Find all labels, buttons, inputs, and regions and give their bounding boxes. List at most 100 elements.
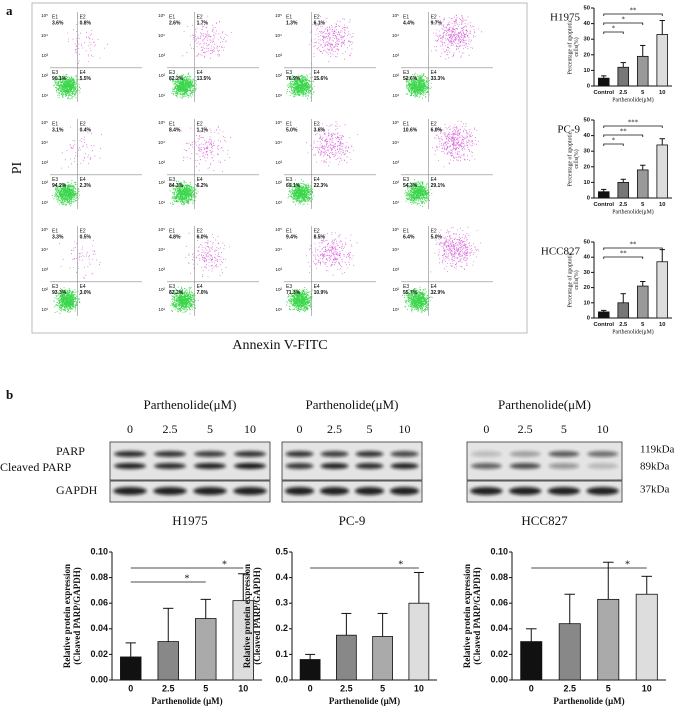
flow-tick-label: 10² xyxy=(275,287,282,292)
flow-tick-label: 10¹ xyxy=(392,93,399,98)
dot-cloud xyxy=(306,232,358,276)
flow-tick-label: 10⁴ xyxy=(41,140,48,145)
band xyxy=(154,451,186,457)
y-tick-label: 0.2 xyxy=(275,623,288,633)
quadrant-percent: 6.0% xyxy=(197,234,209,240)
cell-line-label: HCC827 xyxy=(521,513,568,528)
y-tick-label: 0.10 xyxy=(490,546,508,556)
quadrant-percent: 84.3% xyxy=(169,183,184,189)
bar xyxy=(520,641,543,681)
quadrant-percent: 55.7% xyxy=(403,290,418,296)
quadrant-percent: 8.4% xyxy=(169,127,181,133)
y-tick-label: 10 xyxy=(584,68,590,74)
band xyxy=(320,463,349,469)
quadrant-name: E4 xyxy=(431,70,437,76)
quadrant-percent: 32.9% xyxy=(431,290,446,296)
dot-cloud xyxy=(67,24,108,69)
panel-letter: b xyxy=(6,387,13,402)
quadrant-name: E4 xyxy=(80,70,86,76)
x-axis-label: Parthenolide (μM) xyxy=(553,696,624,706)
y-tick-label: 0.00 xyxy=(490,674,508,684)
x-tick-label: 5 xyxy=(641,202,645,208)
chart-title: PC-9 xyxy=(557,124,580,136)
significance-label: * xyxy=(622,17,626,24)
y-tick-label: 30 xyxy=(584,37,590,43)
blot xyxy=(109,480,271,503)
flow-tick-label: 10⁵ xyxy=(275,120,282,125)
significance-bracket xyxy=(603,247,663,250)
band xyxy=(194,463,226,469)
blot xyxy=(281,441,423,481)
flow-tick-label: 10² xyxy=(41,287,48,292)
quadrant-percent: 82.2% xyxy=(169,290,184,296)
x-axis-label: Parthenolide(μM) xyxy=(612,208,653,215)
bar xyxy=(617,66,630,87)
lane-label: 0 xyxy=(297,422,303,436)
quadrant-percent: 6.4% xyxy=(403,234,415,240)
dot-cloud xyxy=(287,179,315,206)
flow-x-label: Annexin V-FITC xyxy=(232,338,327,353)
dot-cloud xyxy=(169,72,197,100)
quadrant-percent: 76.9% xyxy=(286,76,301,82)
dot-cloud xyxy=(286,73,315,99)
quadrant-percent: 93.3% xyxy=(52,290,67,296)
flow-tick-label: 10⁵ xyxy=(275,227,282,232)
bar xyxy=(636,55,649,87)
quadrant-percent: 5.5% xyxy=(80,76,92,82)
dot-cloud xyxy=(402,286,433,313)
quadrant-name: E2 xyxy=(80,121,86,127)
band xyxy=(389,487,420,495)
blot-header: Parthenolide(μM) xyxy=(498,397,591,412)
dot-cloud xyxy=(168,179,199,206)
dot-cloud xyxy=(53,287,82,314)
x-tick-label: 5 xyxy=(380,683,385,693)
quadrant-name: E1 xyxy=(403,228,409,234)
y-tick-label: 0.3 xyxy=(275,598,288,608)
quadrant-percent: 3.3% xyxy=(52,234,64,240)
quadrant-name: E4 xyxy=(431,284,437,290)
quadrant-name: E1 xyxy=(52,14,58,20)
y-axis-label: (Cleaved PARP/GAPDH) xyxy=(72,567,82,665)
lane-label: 2.5 xyxy=(163,422,178,436)
quadrant-percent: 1.1% xyxy=(197,127,209,133)
blot-row-label: PARP xyxy=(56,444,85,458)
quadrant-percent: 0.5% xyxy=(80,234,92,240)
quadrant-name: E4 xyxy=(197,177,203,183)
quadrant-percent: 3.1% xyxy=(52,127,64,133)
significance-label: ** xyxy=(630,8,637,15)
bar xyxy=(597,598,620,681)
x-tick-label: 0 xyxy=(128,683,133,693)
flow-tick-label: 10⁵ xyxy=(158,227,165,232)
quadrant-name: E4 xyxy=(197,284,203,290)
significance-label: * xyxy=(612,138,616,145)
flow-tick-label: 10⁵ xyxy=(275,13,282,18)
quadrant-name: E1 xyxy=(169,14,175,20)
y-tick-label: 0 xyxy=(587,196,590,202)
dot-cloud xyxy=(59,239,101,279)
y-tick-label: 0.08 xyxy=(490,572,508,582)
band xyxy=(509,451,541,457)
blot xyxy=(466,480,623,503)
quadrant-name: E1 xyxy=(169,228,175,234)
quadrant-percent: 8.5% xyxy=(314,234,326,240)
band xyxy=(233,487,267,495)
band xyxy=(285,451,314,457)
band xyxy=(285,463,314,469)
band xyxy=(548,451,580,457)
quadrant-percent: 5.0% xyxy=(286,127,298,133)
band xyxy=(154,463,186,469)
y-tick-label: 0.5 xyxy=(275,546,288,556)
significance-bracket xyxy=(603,125,663,128)
significance-label: * xyxy=(612,26,616,33)
significance-bracket xyxy=(603,256,644,259)
y-axis-label: Relative protein expression xyxy=(62,564,72,668)
x-axis-label: Parthenolide(μM) xyxy=(612,96,653,103)
quadrant-name: E3 xyxy=(403,177,409,183)
bar xyxy=(617,302,630,319)
size-label: 119kDa xyxy=(640,444,675,456)
quadrant-percent: 2.6% xyxy=(169,20,181,26)
flow-tick-label: 10² xyxy=(392,73,399,78)
dot-cloud xyxy=(432,120,479,168)
quadrant-name: E4 xyxy=(314,70,320,76)
significance-bracket xyxy=(603,22,644,25)
